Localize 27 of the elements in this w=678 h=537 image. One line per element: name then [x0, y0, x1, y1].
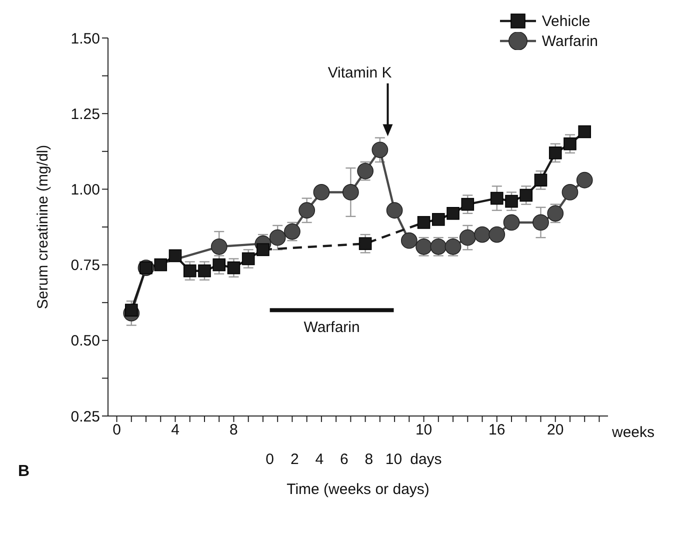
y-tick-label: 0.25 [70, 408, 100, 426]
x-tick-label: 10 [415, 422, 432, 439]
x2-tick-label: 10 [385, 451, 402, 468]
x2-tick-label: 2 [290, 451, 299, 468]
y-axis-title: Serum creatinine (mg/dl) [34, 144, 52, 310]
legend-label: Warfarin [542, 32, 598, 50]
text: weeks [611, 424, 655, 441]
x-tick-label: 0 [112, 422, 121, 439]
text: B [18, 463, 30, 480]
x2-tick-label: 8 [364, 451, 374, 468]
x-axis-title: Time (weeks or days) [286, 481, 430, 498]
x2-tick-label: 4 [315, 451, 324, 468]
y-tick-label: 0.75 [70, 257, 100, 274]
y-tick-label: 1.00 [70, 182, 100, 199]
x2-tick-label: 6 [340, 451, 348, 468]
y-tick-label: 0.50 [70, 332, 100, 350]
x2-tick-label: 0 [266, 451, 274, 468]
x2-tick-label: days [410, 451, 442, 468]
x-tick-label: 4 [171, 422, 180, 439]
x-tick-label: 8 [230, 422, 238, 439]
y-tick-label: 1.50 [70, 30, 100, 48]
x-tick-label: 16 [488, 422, 506, 439]
y-tick-label: 1.25 [70, 106, 100, 123]
annotation: Warfarin [304, 319, 360, 336]
x-tick-label: 20 [547, 422, 564, 439]
legend-label: Vehicle [542, 12, 590, 30]
annotation: Vitamin K [328, 64, 392, 82]
